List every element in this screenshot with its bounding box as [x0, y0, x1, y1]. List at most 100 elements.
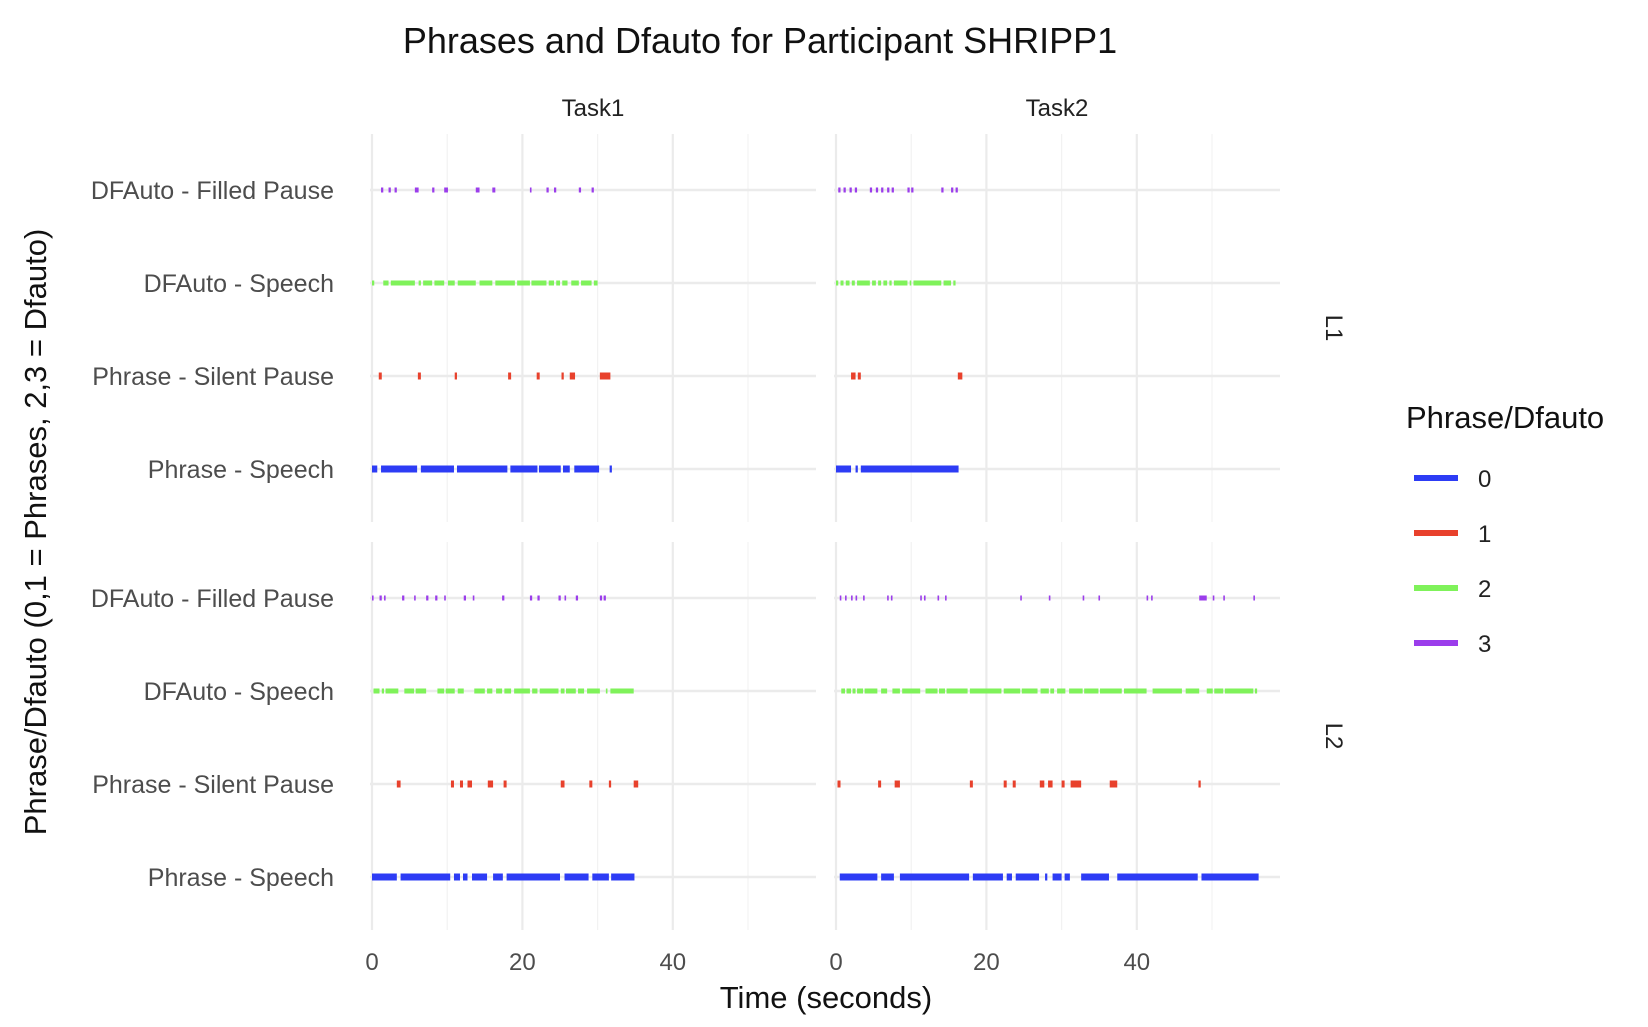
segment-dfauto-speech: [889, 280, 892, 286]
segment-phrase-silent-pause: [454, 372, 457, 380]
segment-dfauto-filled-pause: [414, 595, 416, 601]
segment-phrase-silent-pause: [969, 780, 973, 788]
segment-dfauto-filled-pause: [414, 187, 419, 193]
segment-phrase-silent-pause: [561, 372, 564, 380]
segment-dfauto-speech: [372, 280, 375, 286]
chart-title: Phrases and Dfauto for Participant SHRIP…: [403, 20, 1117, 61]
segment-phrase-speech: [493, 873, 503, 881]
x-tick-label: 20: [973, 949, 1000, 976]
segment-dfauto-speech: [415, 688, 427, 694]
segment-phrase-speech: [1052, 873, 1062, 881]
segment-phrase-speech: [1006, 873, 1012, 881]
segment-dfauto-speech: [892, 688, 900, 694]
segment-phrase-speech: [563, 465, 570, 473]
segment-dfauto-speech: [1254, 688, 1258, 694]
segment-dfauto-speech: [556, 280, 560, 286]
segment-dfauto-speech: [539, 688, 559, 694]
segment-phrase-silent-pause: [1070, 780, 1082, 788]
segment-phrase-silent-pause: [957, 372, 963, 380]
legend-label: 1: [1478, 521, 1491, 548]
y-tick-label: DFAuto - Speech: [144, 678, 334, 706]
segment-dfauto-filled-pause: [379, 595, 382, 601]
segment-phrase-silent-pause: [569, 372, 576, 380]
segment-dfauto-speech: [434, 280, 445, 286]
segment-dfauto-filled-pause: [891, 187, 894, 193]
segment-dfauto-speech: [1057, 688, 1066, 694]
segment-phrase-silent-pause: [1012, 780, 1016, 788]
segment-dfauto-filled-pause: [881, 187, 884, 193]
segment-dfauto-filled-pause: [578, 187, 582, 193]
segment-dfauto-filled-pause: [558, 595, 561, 601]
segment-phrase-speech: [1201, 873, 1259, 881]
segment-phrase-speech: [611, 873, 635, 881]
segment-dfauto-speech: [385, 688, 399, 694]
segment-dfauto-filled-pause: [937, 595, 940, 601]
segment-dfauto-speech: [1021, 688, 1038, 694]
segment-dfauto-filled-pause: [1253, 595, 1255, 601]
legend-entries: 0 1 2 3: [1414, 466, 1491, 658]
segment-dfauto-speech: [445, 688, 455, 694]
segment-phrase-speech: [453, 873, 460, 881]
segment-dfauto-filled-pause: [941, 187, 944, 193]
segment-dfauto-filled-pause: [845, 595, 847, 601]
segment-phrase-silent-pause: [599, 372, 611, 380]
segment-dfauto-filled-pause: [854, 187, 858, 193]
panel-task2-l2: [834, 542, 1280, 930]
y-axis-title: Phrase/Dfauto (0,1 = Phrases, 2,3 = Dfau…: [18, 229, 53, 836]
segment-dfauto-filled-pause: [546, 187, 549, 193]
segment-dfauto-speech: [610, 688, 634, 694]
legend-key: [1414, 585, 1458, 591]
segment-phrase-silent-pause: [459, 780, 463, 788]
segment-dfauto-speech: [878, 280, 882, 286]
segment-dfauto-speech: [851, 280, 855, 286]
segment-dfauto-speech: [418, 280, 421, 286]
legend-label: 2: [1478, 576, 1491, 603]
segment-dfauto-speech: [845, 280, 850, 286]
y-tick-label: Phrase - Speech: [148, 864, 334, 892]
segment-dfauto-filled-pause: [444, 595, 446, 601]
segment-phrase-speech: [462, 873, 468, 881]
segment-dfauto-speech: [496, 688, 503, 694]
segment-phrase-silent-pause: [608, 780, 612, 788]
segment-dfauto-speech: [381, 688, 385, 694]
segment-dfauto-speech: [457, 280, 476, 286]
segment-dfauto-filled-pause: [851, 595, 853, 601]
x-axis-title: Time (seconds): [720, 980, 932, 1015]
segment-phrase-silent-pause: [851, 372, 856, 380]
legend-key: [1414, 530, 1458, 536]
column-strip-label: Task1: [562, 95, 625, 122]
segment-dfauto-speech: [969, 688, 1002, 694]
segment-dfauto-filled-pause: [1223, 595, 1225, 601]
segment-dfauto-speech: [1224, 688, 1254, 694]
segment-phrase-silent-pause: [1109, 780, 1118, 788]
segment-dfauto-filled-pause: [384, 595, 386, 601]
segment-phrase-silent-pause: [450, 780, 454, 788]
segment-dfauto-speech: [474, 688, 485, 694]
segment-dfauto-speech: [514, 688, 530, 694]
segment-dfauto-filled-pause: [372, 595, 374, 601]
segment-dfauto-speech: [373, 688, 380, 694]
legend: Phrase/Dfauto 0 1 2 3: [1406, 400, 1604, 658]
segment-dfauto-filled-pause: [1212, 595, 1215, 601]
segment-dfauto-filled-pause: [402, 595, 405, 601]
segment-dfauto-filled-pause: [553, 187, 557, 193]
segment-phrase-speech: [400, 873, 451, 881]
segment-dfauto-filled-pause: [855, 595, 858, 601]
segment-dfauto-filled-pause: [564, 595, 567, 601]
segment-dfauto-speech: [1124, 688, 1147, 694]
y-tick-label: DFAuto - Filled Pause: [91, 177, 334, 205]
panel-task1-l1: [370, 134, 816, 522]
facet-strip-labels: Task1 Task2 L1 L2: [562, 95, 1347, 749]
segment-dfauto-filled-pause: [875, 187, 879, 193]
segment-phrase-silent-pause: [857, 372, 861, 380]
segment-dfauto-filled-pause: [843, 187, 846, 193]
y-tick-label: Phrase - Silent Pause: [92, 363, 334, 391]
segment-phrase-silent-pause: [878, 780, 882, 788]
panel-task1-l2: [370, 542, 816, 930]
segment-dfauto-filled-pause: [599, 595, 603, 601]
segment-phrase-speech: [574, 465, 600, 473]
segment-phrase-silent-pause: [1061, 780, 1065, 788]
x-tick-label: 40: [659, 949, 686, 976]
segment-dfauto-speech: [495, 280, 515, 286]
segment-phrase-speech: [899, 873, 970, 881]
